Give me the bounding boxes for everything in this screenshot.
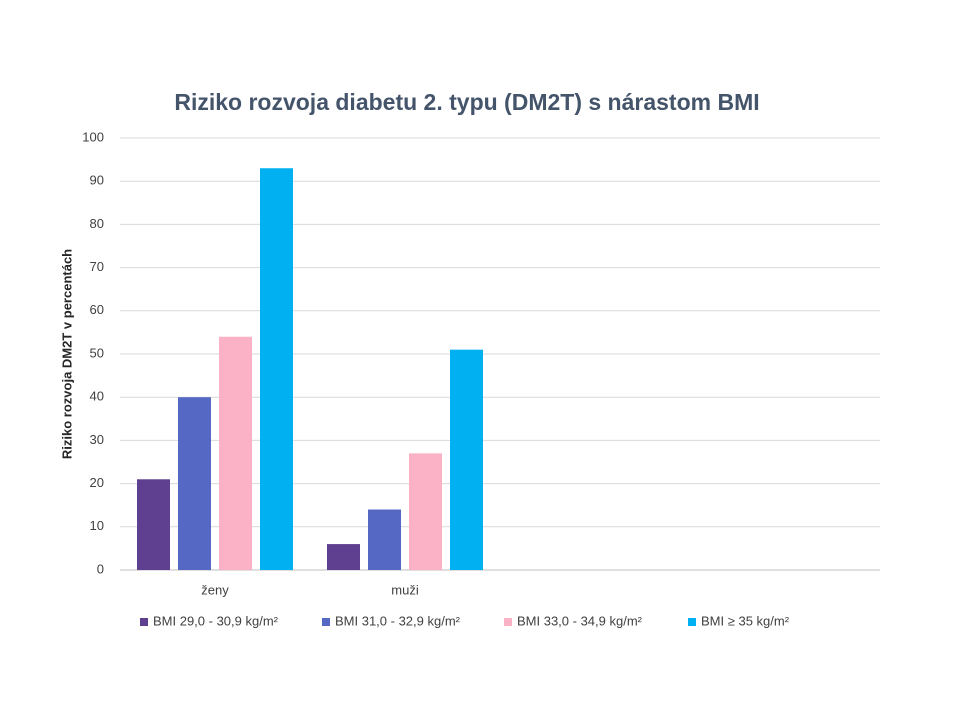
legend-label: BMI 29,0 - 30,9 kg/m² [153,613,279,628]
y-tick-label: 60 [90,302,104,317]
chart-title: Riziko rozvoja diabetu 2. typu (DM2T) s … [174,89,759,115]
legend-swatch [140,618,148,626]
legend-swatch [322,618,330,626]
y-tick-label: 90 [90,173,104,188]
legend-swatch [504,618,512,626]
bar [178,397,211,570]
y-tick-label: 80 [90,216,104,231]
y-tick-label: 20 [90,475,104,490]
y-tick-label: 70 [90,259,104,274]
legend-label: BMI 31,0 - 32,9 kg/m² [335,613,461,628]
x-tick-label: ženy [201,582,229,597]
bar [137,479,170,570]
legend-label: BMI ≥ 35 kg/m² [701,613,790,628]
x-tick-label: muži [391,582,419,597]
y-tick-label: 0 [97,561,104,576]
bar [409,453,442,570]
bar [368,509,401,570]
bar [219,336,252,570]
y-tick-label: 10 [90,518,104,533]
legend-label: BMI 33,0 - 34,9 kg/m² [517,613,643,628]
legend-swatch [688,618,696,626]
y-tick-label: 40 [90,389,104,404]
bar [327,544,360,570]
y-tick-label: 30 [90,432,104,447]
y-tick-label: 100 [82,129,104,144]
y-axis-label: Riziko rozvoja DM2T v percentách [59,249,74,459]
bar [260,168,293,571]
y-tick-label: 50 [90,345,104,360]
bar [450,349,483,570]
